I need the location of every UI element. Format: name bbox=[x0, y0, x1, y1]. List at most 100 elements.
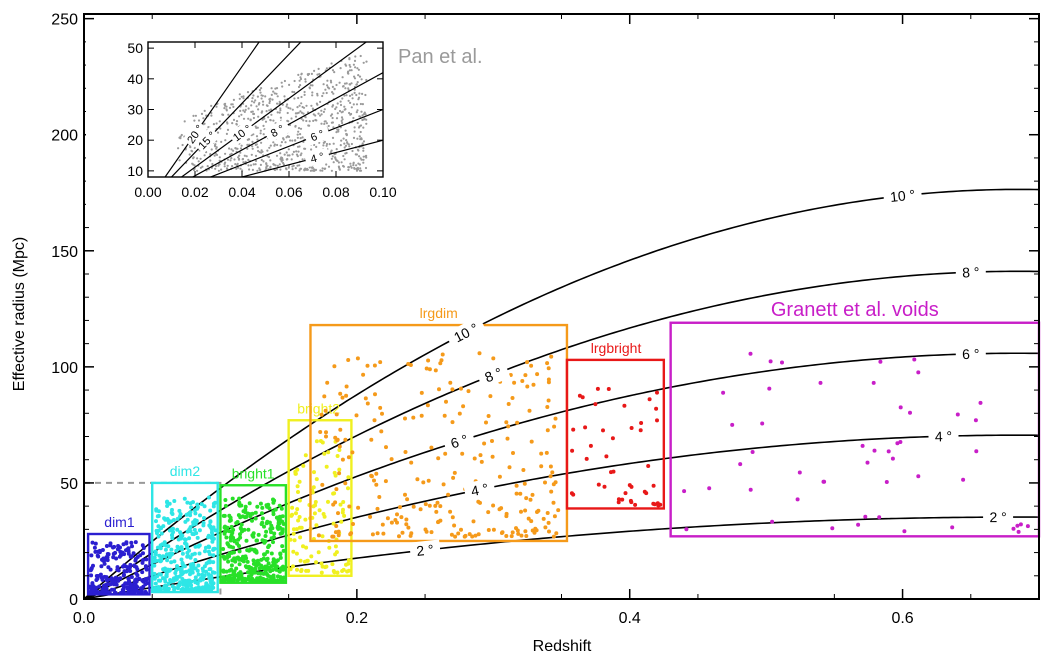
data-point bbox=[111, 545, 115, 550]
data-point bbox=[273, 565, 278, 570]
data-point bbox=[730, 422, 735, 427]
data-point bbox=[272, 531, 277, 536]
data-point bbox=[174, 568, 179, 573]
inset-data-point bbox=[349, 101, 352, 104]
data-point bbox=[408, 363, 413, 367]
inset-data-point bbox=[325, 67, 328, 70]
inset-data-point bbox=[347, 166, 351, 169]
inset-data-point bbox=[361, 92, 364, 95]
data-point bbox=[374, 471, 379, 476]
data-point bbox=[459, 527, 463, 532]
inset-data-point bbox=[362, 147, 365, 150]
data-point bbox=[291, 527, 296, 532]
data-point bbox=[278, 531, 283, 536]
inset-data-point bbox=[253, 101, 256, 104]
data-point bbox=[251, 561, 256, 566]
sample-label: dim2 bbox=[170, 463, 201, 479]
data-point bbox=[647, 397, 652, 402]
inset-data-point bbox=[343, 82, 347, 85]
inset-data-point bbox=[275, 168, 279, 171]
data-point bbox=[124, 541, 129, 546]
data-point bbox=[178, 530, 183, 535]
inset-data-point bbox=[365, 122, 368, 125]
data-point bbox=[247, 577, 252, 582]
inset-data-point bbox=[274, 164, 277, 167]
data-point bbox=[324, 564, 329, 569]
data-point bbox=[154, 558, 158, 563]
inset-data-point bbox=[223, 165, 226, 168]
data-point bbox=[134, 588, 139, 593]
data-point bbox=[312, 470, 316, 475]
data-point bbox=[322, 394, 327, 399]
data-point bbox=[175, 516, 180, 521]
data-point bbox=[203, 545, 208, 550]
data-point bbox=[171, 518, 176, 522]
angle-label-bg bbox=[882, 184, 923, 207]
data-point bbox=[226, 576, 231, 581]
inset-data-point bbox=[356, 148, 359, 151]
data-point bbox=[161, 576, 165, 581]
data-point bbox=[206, 535, 211, 540]
data-point bbox=[162, 585, 167, 590]
data-point bbox=[123, 581, 128, 586]
data-point bbox=[206, 587, 211, 592]
inset-data-point bbox=[350, 82, 353, 85]
inset-data-point bbox=[210, 104, 213, 107]
inset-x-tick-label: 0.08 bbox=[322, 184, 349, 200]
inset-data-point bbox=[229, 153, 232, 156]
inset-data-point bbox=[266, 149, 269, 152]
inset-data-point bbox=[365, 78, 368, 82]
inset-data-point bbox=[334, 156, 337, 159]
data-point bbox=[444, 399, 448, 404]
inset-data-point bbox=[209, 159, 212, 162]
inset-data-point bbox=[358, 169, 362, 172]
data-point bbox=[88, 589, 93, 594]
inset-data-point bbox=[358, 92, 361, 95]
inset-data-point bbox=[358, 135, 361, 138]
data-point bbox=[229, 563, 234, 568]
inset-data-point bbox=[230, 103, 233, 106]
inset-data-point bbox=[181, 143, 184, 147]
data-point bbox=[197, 528, 202, 533]
data-point bbox=[271, 573, 276, 578]
data-point bbox=[437, 387, 441, 392]
data-point bbox=[551, 500, 556, 505]
data-point bbox=[509, 534, 514, 539]
inset-data-point bbox=[294, 167, 297, 170]
data-point bbox=[229, 533, 234, 538]
data-point bbox=[193, 575, 198, 580]
inset-data-point bbox=[255, 135, 259, 138]
data-point bbox=[277, 569, 282, 574]
inset-data-point bbox=[293, 97, 296, 100]
data-point bbox=[235, 541, 240, 546]
inset-plot: 4 °6 °8 °10 °15 °20 °0.00 0.02 0.04 0.06 0.0… bbox=[86, 28, 403, 213]
data-point bbox=[325, 380, 330, 385]
inset-data-point bbox=[339, 67, 342, 70]
inset-data-point bbox=[197, 160, 200, 163]
inset-data-point bbox=[335, 106, 338, 109]
inset-data-point bbox=[296, 164, 299, 167]
inset-data-point bbox=[362, 113, 366, 116]
inset-data-point bbox=[323, 122, 326, 126]
inset-data-point bbox=[299, 77, 303, 81]
data-point bbox=[510, 396, 515, 400]
inset-data-point bbox=[282, 137, 285, 140]
inset-data-point bbox=[338, 81, 341, 84]
inset-data-point bbox=[258, 88, 261, 92]
inset-data-point bbox=[243, 110, 246, 113]
data-point bbox=[871, 380, 876, 385]
inset-data-point bbox=[293, 79, 296, 83]
inset-data-point bbox=[345, 64, 348, 67]
inset-data-point bbox=[341, 110, 344, 113]
data-point bbox=[301, 544, 305, 549]
data-point bbox=[453, 534, 458, 539]
data-point bbox=[174, 577, 179, 581]
data-point bbox=[259, 571, 264, 576]
data-point bbox=[780, 360, 784, 365]
data-point bbox=[338, 391, 343, 396]
inset-data-point bbox=[200, 112, 204, 115]
inset-data-point bbox=[304, 168, 307, 171]
inset-data-point bbox=[259, 132, 262, 135]
data-point bbox=[552, 424, 557, 429]
data-point bbox=[486, 528, 491, 532]
